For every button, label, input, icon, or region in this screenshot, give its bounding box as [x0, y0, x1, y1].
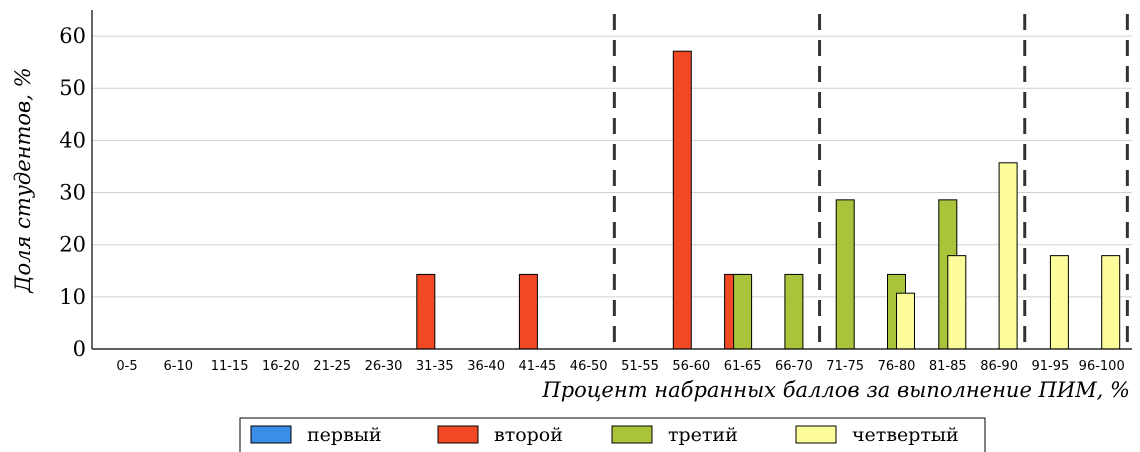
legend-label: четвертый [852, 424, 959, 446]
x-tick-label: 41-45 [519, 359, 557, 374]
y-tick-label: 10 [59, 285, 86, 309]
y-tick-label: 20 [59, 233, 86, 257]
y-tick-label: 60 [59, 24, 86, 48]
x-tick-label: 81-85 [929, 359, 967, 374]
bar-четвертый-86-90 [998, 162, 1018, 350]
legend-swatch [437, 425, 479, 444]
x-tick-label: 61-65 [724, 359, 762, 374]
bar-четвертый-96-100 [1101, 255, 1121, 350]
x-tick-label: 56-60 [672, 359, 710, 374]
bar-четвертый-76-80 [896, 292, 915, 350]
x-tick-label: 96-100 [1079, 359, 1125, 374]
y-tick-label: 0 [73, 337, 86, 361]
axes [91, 10, 1132, 350]
x-tick-label: 31-35 [416, 359, 454, 374]
bar-третий-66-70 [784, 273, 804, 350]
x-tick-label: 11-15 [211, 359, 249, 374]
bar-третий-71-75 [835, 199, 855, 350]
x-tick-label: 21-25 [313, 359, 351, 374]
bar-второй-41-45 [518, 273, 538, 350]
x-ticks: 0-5 6-10 11-15 16-20 21-25 26-30 31-35 36-40 41-… [116, 359, 1124, 374]
x-tick-label: 86-90 [980, 359, 1018, 374]
legend-label: третий [668, 424, 738, 446]
x-tick-label: 91-95 [1032, 359, 1070, 374]
y-tick-label: 50 [59, 76, 86, 100]
legend: первый второй третий четвертый [239, 417, 986, 452]
bar-четвертый-91-95 [1049, 255, 1069, 350]
legend-swatch [795, 425, 837, 444]
y-tick-label: 30 [59, 181, 86, 205]
x-tick-label: 66-70 [775, 359, 813, 374]
legend-swatch [611, 425, 653, 444]
y-ticks: 0 10 20 30 40 50 60 [59, 24, 86, 361]
y-tick-label: 40 [59, 128, 86, 152]
bar-второй-31-35 [416, 273, 436, 350]
legend-swatch [250, 425, 292, 444]
bar-четвертый-81-85 [947, 255, 967, 350]
x-tick-label: 76-80 [878, 359, 916, 374]
legend-label: первый [307, 424, 382, 446]
x-axis-title: Процент набранных баллов за выполнение П… [541, 378, 1130, 402]
bars [416, 50, 1121, 350]
bar-второй-56-60 [672, 50, 692, 350]
grid [92, 35, 1132, 298]
x-tick-label: 16-20 [262, 359, 300, 374]
x-tick-label: 6-10 [164, 359, 194, 374]
x-tick-label: 36-40 [467, 359, 505, 374]
period-separators [612, 14, 1129, 349]
y-axis-title: Доля студентов, % [11, 67, 35, 293]
bar-третий-61-65 [733, 273, 753, 350]
x-tick-label: 71-75 [826, 359, 864, 374]
legend-label: второй [494, 424, 563, 446]
x-tick-label: 51-55 [621, 359, 659, 374]
x-tick-label: 26-30 [365, 359, 403, 374]
x-tick-label: 46-50 [570, 359, 608, 374]
x-tick-label: 0-5 [116, 359, 137, 374]
